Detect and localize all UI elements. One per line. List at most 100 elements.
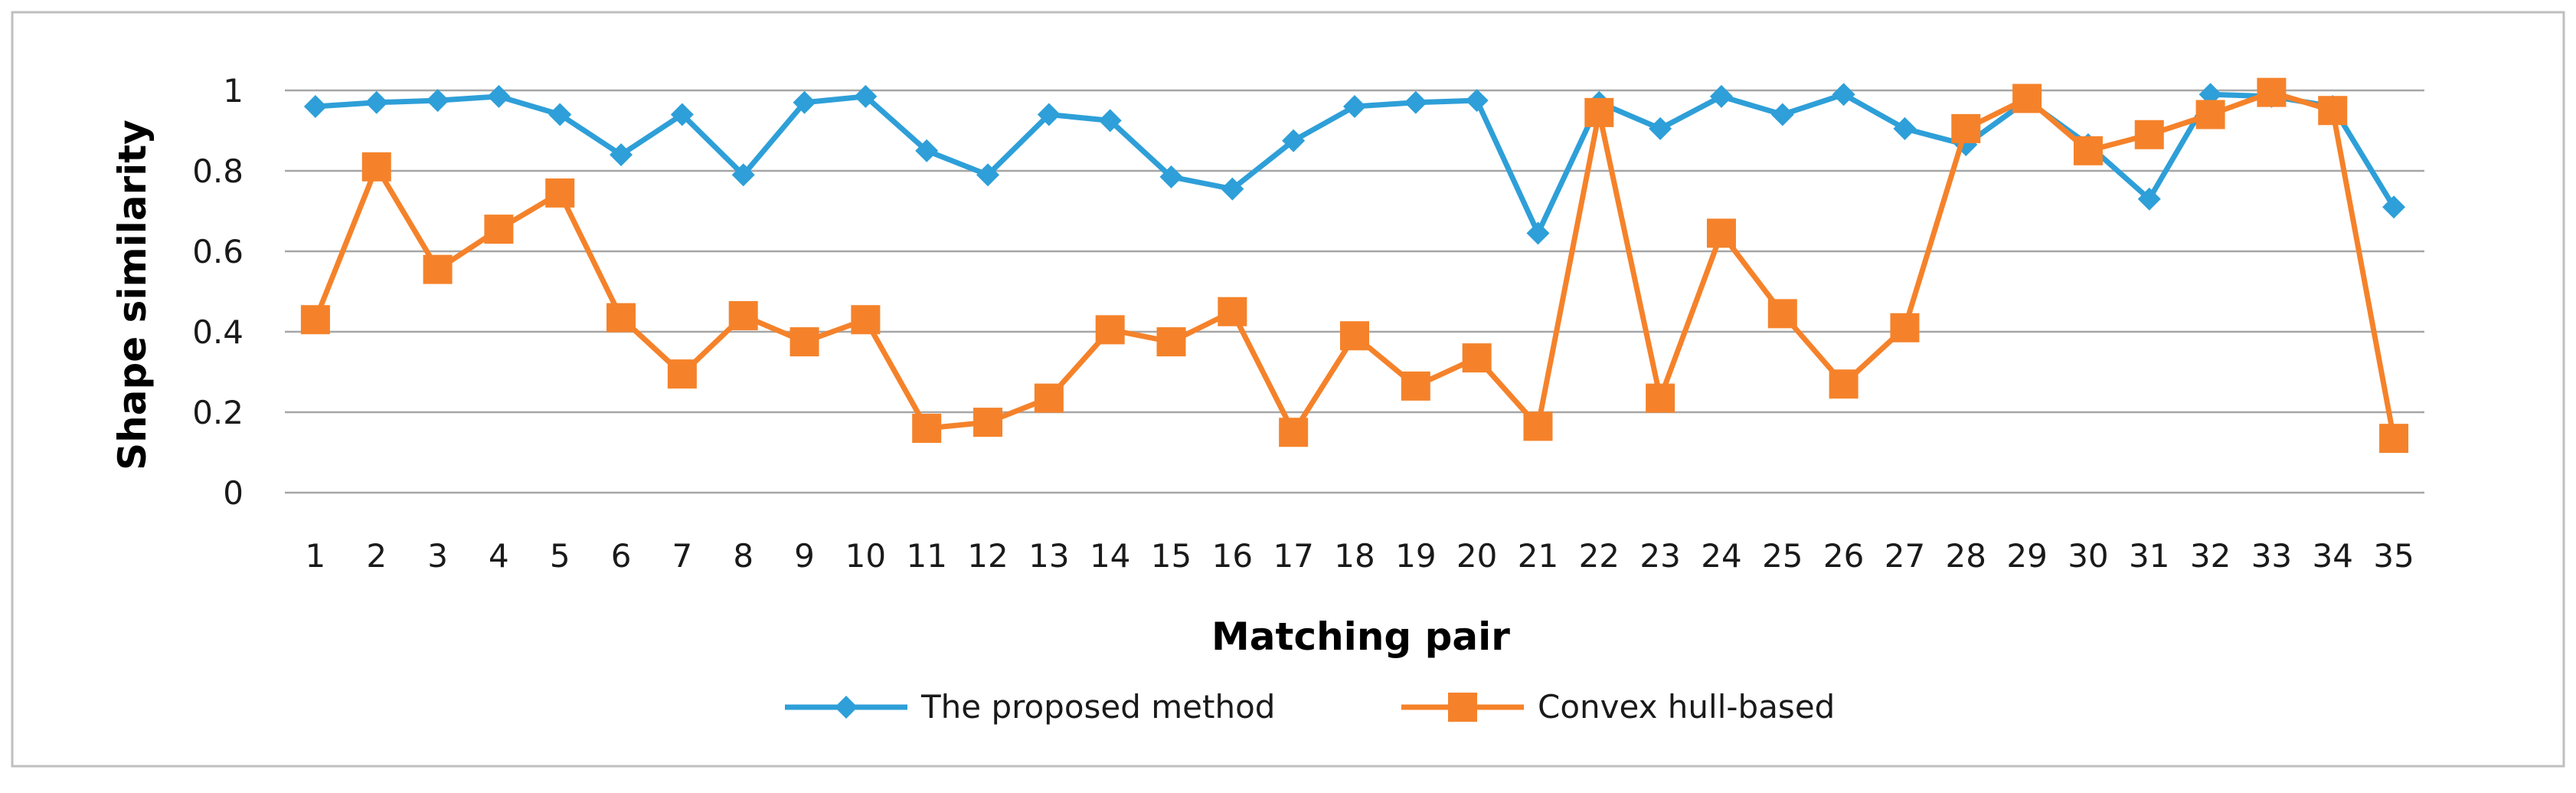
data-point-proposed-method: [487, 84, 511, 108]
data-point-convex-hull: [1767, 299, 1797, 329]
legend-item-proposed-method: The proposed method: [785, 688, 1275, 726]
data-point-proposed-method: [303, 95, 327, 118]
x-tick-label: 30: [2068, 537, 2108, 575]
x-tick-label: 13: [1028, 537, 1069, 575]
x-tick-label: 28: [1946, 537, 1986, 575]
data-point-convex-hull: [2134, 120, 2164, 149]
grid-lines: [285, 89, 2424, 494]
x-tick-label: 6: [611, 537, 632, 575]
y-tick-label: 0.4: [192, 313, 244, 351]
data-point-convex-hull: [2379, 424, 2409, 454]
x-tick-label: 2: [366, 537, 387, 575]
legend-marker-convex-hull: [1448, 693, 1477, 722]
x-tick-label: 34: [2313, 537, 2353, 575]
data-point-convex-hull: [1462, 343, 1492, 373]
x-tick-label: 11: [906, 537, 946, 575]
data-point-proposed-method: [2382, 195, 2406, 219]
data-point-convex-hull: [1218, 297, 1247, 326]
series-convex-hull: [300, 77, 2409, 454]
x-tick-label: 7: [672, 537, 693, 575]
x-tick-label: 26: [1823, 537, 1864, 575]
data-point-proposed-method: [1404, 90, 1427, 114]
data-point-convex-hull: [2012, 84, 2042, 113]
x-tick-label: 4: [489, 537, 509, 575]
x-tick-label: 18: [1334, 537, 1375, 575]
x-tick-label: 12: [967, 537, 1008, 575]
data-point-proposed-method: [1465, 89, 1489, 113]
data-point-convex-hull: [728, 301, 758, 330]
x-tick-label: 32: [2190, 537, 2231, 575]
y-tick-label: 0.8: [192, 152, 244, 190]
data-point-proposed-method: [915, 139, 939, 162]
data-point-convex-hull: [1340, 321, 1369, 351]
data-point-convex-hull: [2318, 96, 2348, 126]
data-point-convex-hull: [1156, 327, 1186, 357]
data-point-convex-hull: [1646, 383, 1675, 413]
data-point-convex-hull: [789, 327, 819, 357]
data-point-convex-hull: [912, 414, 942, 443]
data-point-proposed-method: [610, 143, 633, 166]
legend-marker-proposed-method: [835, 696, 858, 719]
y-tick-label: 0: [223, 474, 244, 512]
data-point-proposed-method: [1159, 165, 1183, 188]
data-point-convex-hull: [1095, 315, 1125, 345]
data-point-proposed-method: [2137, 187, 2161, 211]
x-tick-label: 14: [1090, 537, 1130, 575]
x-tick-label: 33: [2251, 537, 2292, 575]
y-tick-label: 1: [223, 72, 244, 110]
x-tick-label: 15: [1151, 537, 1192, 575]
data-point-proposed-method: [1343, 95, 1366, 118]
data-point-proposed-method: [1832, 83, 1855, 106]
x-tick-label: 22: [1579, 537, 1620, 575]
data-point-convex-hull: [2195, 100, 2225, 129]
x-tick-label: 3: [427, 537, 448, 575]
data-point-proposed-method: [1893, 116, 1917, 140]
x-tick-label: 27: [1885, 537, 1925, 575]
data-point-convex-hull: [851, 305, 881, 335]
data-point-proposed-method: [548, 103, 572, 126]
data-point-proposed-method: [854, 84, 878, 108]
x-tick-label: 35: [2373, 537, 2414, 575]
y-tick-label: 0.6: [192, 233, 244, 270]
data-point-proposed-method: [1649, 116, 1672, 140]
data-point-proposed-method: [1526, 221, 1550, 245]
data-point-proposed-method: [364, 90, 388, 114]
data-point-convex-hull: [484, 215, 514, 244]
data-point-convex-hull: [300, 305, 330, 335]
x-tick-label: 20: [1456, 537, 1497, 575]
data-point-convex-hull: [2073, 136, 2103, 165]
series-layer: [300, 77, 2409, 454]
x-tick-label: 23: [1639, 537, 1680, 575]
data-point-proposed-method: [1098, 109, 1122, 133]
y-axis-title: Shape similarity: [110, 120, 155, 470]
data-point-convex-hull: [545, 178, 575, 208]
x-tick-label: 5: [550, 537, 570, 575]
data-point-convex-hull: [2257, 77, 2287, 107]
x-tick-label: 17: [1273, 537, 1313, 575]
x-tick-label: 8: [733, 537, 754, 575]
x-axis-title: Matching pair: [1211, 614, 1510, 659]
data-point-convex-hull: [1890, 313, 1920, 342]
y-tick-label: 0.2: [192, 394, 244, 431]
legend-item-convex-hull: Convex hull-based: [1401, 688, 1835, 726]
legend-label-proposed-method: The proposed method: [920, 688, 1275, 726]
x-tick-label: 19: [1395, 537, 1436, 575]
data-point-proposed-method: [1037, 103, 1061, 126]
data-point-proposed-method: [976, 163, 1000, 187]
data-point-proposed-method: [793, 90, 816, 114]
data-point-convex-hull: [1829, 369, 1858, 399]
x-tick-labels: 1 2 3 4 5 6 7 8 9 10 11 12 13 14 15 16 17 18 19 20 21 22 23 24 2…: [306, 537, 2414, 575]
x-tick-label: 1: [306, 537, 326, 575]
data-point-convex-hull: [1279, 418, 1309, 447]
x-tick-label: 29: [2006, 537, 2047, 575]
x-tick-label: 24: [1701, 537, 1741, 575]
data-point-proposed-method: [1709, 84, 1733, 108]
data-point-convex-hull: [1034, 383, 1064, 413]
y-tick-labels: 0 0.2 0.4 0.6 0.8 1: [192, 72, 244, 512]
data-point-proposed-method: [670, 103, 694, 126]
data-point-convex-hull: [606, 303, 636, 333]
data-point-proposed-method: [426, 89, 449, 113]
data-point-convex-hull: [1706, 218, 1736, 248]
x-tick-label: 21: [1518, 537, 1558, 575]
